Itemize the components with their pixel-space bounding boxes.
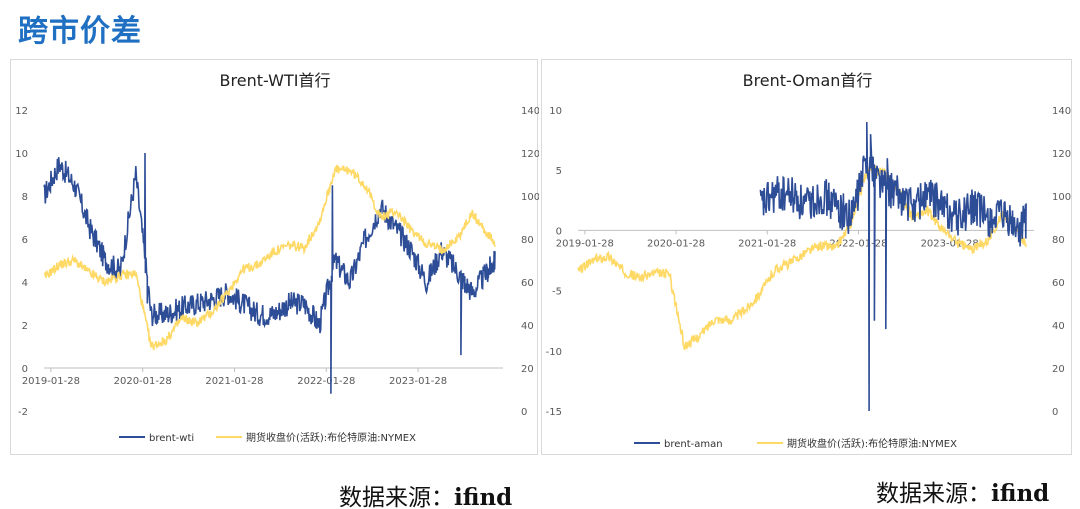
legend-label-spread: brent-wti bbox=[149, 433, 194, 444]
y-left-tick-label: -10 bbox=[546, 347, 562, 358]
source-name: ifind bbox=[454, 484, 513, 509]
chart-panel-brent-oman: Brent-Oman首行 -15 -10 -5 0 5 10 0 20 40 60 80 100 120 1… bbox=[541, 59, 1072, 455]
y-left-tick-label: 0 bbox=[22, 364, 28, 375]
x-tick-label: 2023-01-28 bbox=[921, 238, 979, 249]
y-left-tick-label: -15 bbox=[546, 407, 562, 418]
x-tick-label: 2022-01-28 bbox=[297, 376, 355, 387]
y-right-tick-label: 0 bbox=[521, 407, 527, 418]
x-tick-label: 2020-01-28 bbox=[114, 376, 172, 387]
y-left-tick-label: 2 bbox=[22, 321, 28, 332]
y-left-tick-label: 10 bbox=[549, 106, 562, 117]
legend: brent-aman 期货收盘价(活跃):布伦特原油:NYMEX bbox=[634, 437, 957, 450]
chart-brent-oman: Brent-Oman首行-15-10-505100204060801001201… bbox=[546, 71, 1071, 450]
y-left-tick-label: -2 bbox=[18, 407, 28, 418]
y-right-tick-label: 0 bbox=[1052, 407, 1058, 418]
x-tick-label: 2019-01-28 bbox=[22, 376, 80, 387]
y-left-tick-label: 4 bbox=[22, 278, 28, 289]
source-label: 数据来源： bbox=[339, 485, 454, 509]
legend: brent-wti 期货收盘价(活跃):布伦特原油:NYMEX bbox=[119, 431, 416, 444]
x-tick-label: 2023-01-28 bbox=[389, 376, 447, 387]
y-right-tick-label: 140 bbox=[521, 106, 539, 117]
page-title: 跨市价差 bbox=[18, 14, 142, 49]
y-right-tick-label: 20 bbox=[1052, 364, 1065, 375]
y-right-tick-label: 100 bbox=[1052, 192, 1071, 203]
y-right-tick-label: 40 bbox=[1052, 321, 1065, 332]
chart-title: Brent-WTI首行 bbox=[220, 71, 331, 90]
y-left-tick-label: 0 bbox=[556, 226, 562, 237]
source-note-left: 数据来源：ifind bbox=[339, 478, 512, 509]
x-tick-label: 2021-01-28 bbox=[738, 238, 796, 249]
source-note-right: 数据来源：ifind bbox=[876, 474, 1049, 508]
y-right-tick-label: 100 bbox=[521, 192, 539, 203]
source-label: 数据来源： bbox=[876, 481, 991, 507]
y-right-tick-label: 60 bbox=[521, 278, 534, 289]
x-tick-label: 2019-01-28 bbox=[556, 238, 614, 249]
y-right-tick-label: 60 bbox=[1052, 278, 1065, 289]
series-line-brent-price bbox=[577, 162, 1027, 351]
x-tick-label: 2021-01-28 bbox=[205, 376, 263, 387]
x-tick-label: 2020-01-28 bbox=[647, 238, 705, 249]
y-right-tick-label: 80 bbox=[1052, 235, 1065, 246]
y-left-tick-label: 5 bbox=[556, 166, 562, 177]
source-name: ifind bbox=[991, 480, 1050, 507]
legend-label-brent: 期货收盘价(活跃):布伦特原油:NYMEX bbox=[246, 431, 416, 444]
x-tick-label: 2022-01-28 bbox=[829, 238, 887, 249]
y-right-tick-label: 140 bbox=[1052, 106, 1071, 117]
y-left-tick-label: 8 bbox=[22, 192, 28, 203]
y-left-tick-label: -5 bbox=[552, 287, 562, 298]
y-right-tick-label: 120 bbox=[1052, 149, 1071, 160]
y-left-tick-label: 12 bbox=[15, 106, 28, 117]
chart-brent-wti: Brent-WTI首行-2024681012020406080100120140… bbox=[15, 71, 539, 444]
series-line-brent-wti bbox=[43, 152, 496, 394]
series-line-brent-aman bbox=[759, 121, 1027, 412]
y-right-tick-label: 80 bbox=[521, 235, 534, 246]
series-line-brent-price bbox=[43, 164, 496, 351]
legend-label-spread: brent-aman bbox=[664, 439, 723, 450]
chart-panel-brent-wti: Brent-WTI首行 -2 0 2 4 6 8 10 12 0 20 40 60 80 100 120 140… bbox=[10, 59, 539, 455]
legend-label-brent: 期货收盘价(活跃):布伦特原油:NYMEX bbox=[787, 437, 957, 450]
y-right-tick-label: 120 bbox=[521, 149, 539, 160]
y-left-tick-label: 10 bbox=[15, 149, 28, 160]
y-right-tick-label: 40 bbox=[521, 321, 534, 332]
chart-title: Brent-Oman首行 bbox=[743, 71, 873, 90]
y-left-tick-label: 6 bbox=[22, 235, 28, 246]
y-right-tick-label: 20 bbox=[521, 364, 534, 375]
